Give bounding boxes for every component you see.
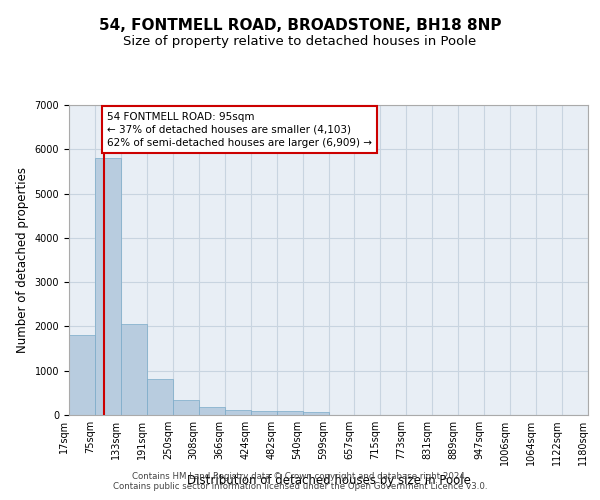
Bar bbox=[225, 410, 251, 415]
Bar bbox=[277, 410, 302, 415]
Bar bbox=[95, 158, 121, 415]
Text: 54 FONTMELL ROAD: 95sqm
← 37% of detached houses are smaller (4,103)
62% of semi: 54 FONTMELL ROAD: 95sqm ← 37% of detache… bbox=[107, 112, 372, 148]
Text: Contains public sector information licensed under the Open Government Licence v3: Contains public sector information licen… bbox=[113, 482, 487, 491]
Text: 54, FONTMELL ROAD, BROADSTONE, BH18 8NP: 54, FONTMELL ROAD, BROADSTONE, BH18 8NP bbox=[99, 18, 501, 32]
Y-axis label: Number of detached properties: Number of detached properties bbox=[16, 167, 29, 353]
Text: Size of property relative to detached houses in Poole: Size of property relative to detached ho… bbox=[124, 35, 476, 48]
Bar bbox=[69, 336, 95, 415]
Bar bbox=[302, 412, 329, 415]
Bar bbox=[147, 378, 173, 415]
X-axis label: Distribution of detached houses by size in Poole: Distribution of detached houses by size … bbox=[187, 474, 470, 486]
Bar bbox=[199, 407, 224, 415]
Bar bbox=[251, 410, 277, 415]
Bar bbox=[121, 324, 147, 415]
Text: Contains HM Land Registry data © Crown copyright and database right 2024.: Contains HM Land Registry data © Crown c… bbox=[132, 472, 468, 481]
Bar bbox=[173, 400, 199, 415]
